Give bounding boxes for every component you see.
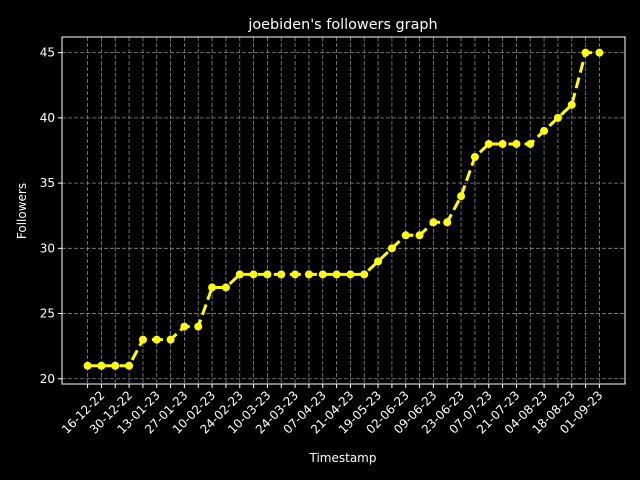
point <box>498 139 507 148</box>
point <box>595 48 604 57</box>
point <box>180 322 189 331</box>
series-line <box>87 51 600 368</box>
point <box>567 100 576 109</box>
y-tick-label: 30 <box>40 241 55 255</box>
point <box>152 335 161 344</box>
chart-title: joebiden's followers graph <box>247 17 437 33</box>
point <box>387 244 396 253</box>
y-tick-label: 40 <box>40 111 55 125</box>
point <box>540 126 549 135</box>
point <box>346 270 355 279</box>
point <box>291 270 300 279</box>
point <box>581 48 590 57</box>
y-axis-label: Followers <box>15 183 29 239</box>
point <box>443 218 452 227</box>
point <box>208 283 217 292</box>
x-axis-label: Timestamp <box>309 451 377 465</box>
y-tick-label: 35 <box>40 176 55 190</box>
point <box>221 283 230 292</box>
y-tick-label: 45 <box>40 46 55 60</box>
point <box>235 270 244 279</box>
point <box>415 231 424 240</box>
point <box>332 270 341 279</box>
point <box>125 361 134 370</box>
point <box>553 113 562 122</box>
point <box>277 270 286 279</box>
point <box>512 139 521 148</box>
point <box>374 257 383 266</box>
point <box>97 361 106 370</box>
point <box>83 361 92 370</box>
point <box>111 361 120 370</box>
point <box>318 270 327 279</box>
point <box>470 153 479 162</box>
point <box>166 335 175 344</box>
point <box>194 322 203 331</box>
point <box>263 270 272 279</box>
point <box>138 335 147 344</box>
point <box>249 270 258 279</box>
point <box>401 231 410 240</box>
point <box>457 192 466 201</box>
point <box>429 218 438 227</box>
point <box>484 139 493 148</box>
point <box>526 139 535 148</box>
y-tick-label: 20 <box>40 372 55 386</box>
plot-frame <box>61 36 626 385</box>
y-tick-label: 25 <box>40 307 55 321</box>
point <box>304 270 313 279</box>
point <box>360 270 369 279</box>
